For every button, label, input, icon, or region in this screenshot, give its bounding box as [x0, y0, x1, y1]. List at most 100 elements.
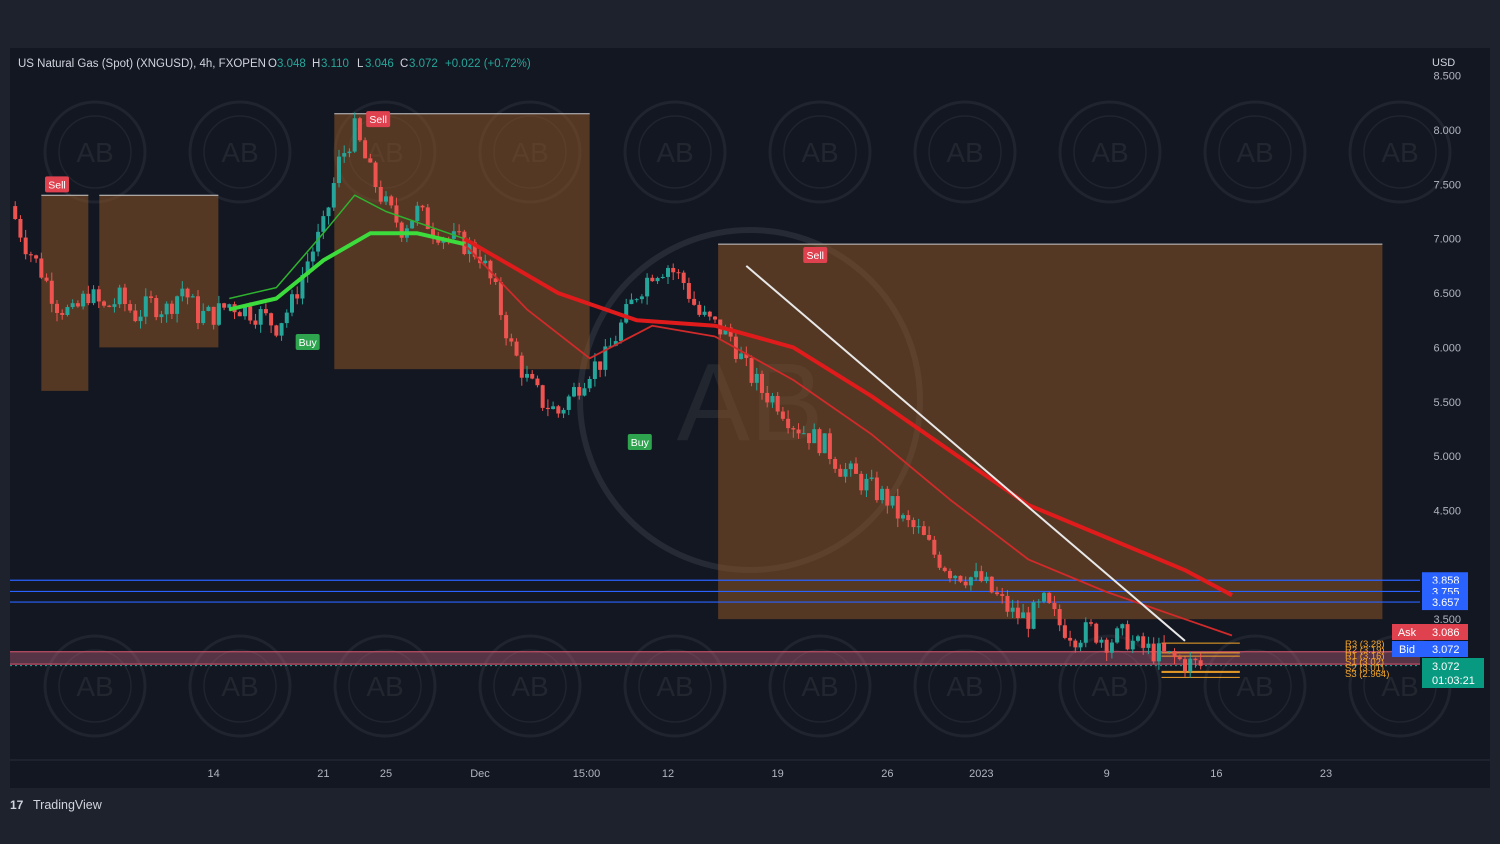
pivot-labels: R3 (3.28)R2 (3.19)R1 (3.16)S1 (3.02)S2 (…: [1345, 639, 1389, 680]
candle-body: [13, 206, 18, 220]
candle-body: [551, 406, 556, 410]
candle-body: [243, 306, 247, 317]
candle-body: [128, 304, 133, 311]
sell-signal-label: Sell: [366, 111, 391, 128]
candle-body: [389, 196, 394, 206]
candle-body: [1021, 612, 1026, 618]
tradingview-logo[interactable]: 17 TradingView: [10, 798, 103, 812]
pivot-label: S1 (3.02): [1345, 657, 1384, 668]
x-tick-label: 19: [772, 768, 784, 780]
signal-text: Sell: [48, 179, 66, 191]
candle-body: [885, 488, 890, 506]
bid-ask-band: [10, 651, 1420, 665]
watermark-text: AB: [656, 137, 693, 168]
candle-body: [692, 298, 697, 305]
x-tick-label: 25: [380, 768, 392, 780]
candle-body: [780, 411, 785, 419]
watermark-ring: [623, 100, 727, 204]
x-tick-label: 9: [1104, 768, 1110, 780]
signal-text: Sell: [369, 114, 387, 126]
ask-label: Ask: [1398, 627, 1417, 639]
candle-body: [180, 288, 185, 297]
ema-red-fast-line: [463, 243, 1233, 637]
candle-body: [895, 496, 900, 519]
candle-body: [864, 478, 869, 491]
candle-body: [1083, 622, 1088, 643]
candle-body: [592, 361, 597, 379]
signal-labels: Sell Sell Buy Buy Sell: [45, 111, 828, 450]
watermark-ring-inner: [203, 649, 277, 723]
candle-body: [363, 140, 368, 159]
watermark-ring: [623, 634, 727, 738]
candle-body: [384, 196, 388, 202]
candle-body: [55, 303, 59, 313]
candle-body: [284, 312, 289, 324]
trendline: [745, 265, 1186, 642]
candle-body: [514, 341, 519, 356]
watermark-ring-inner: [1073, 115, 1147, 189]
candle-body: [655, 278, 660, 282]
pivot-label: R1 (3.16): [1345, 651, 1385, 662]
x-tick-label: 26: [881, 768, 893, 780]
header-ohlc: O 3.048 H 3.110 L 3.046 C 3.072 +0.022 (…: [268, 58, 531, 70]
x-tick-label: 15:00: [573, 768, 601, 780]
x-tick-label: 12: [662, 768, 674, 780]
candle-body: [989, 576, 994, 593]
candle-body: [169, 303, 174, 314]
candle-body: [801, 433, 806, 435]
candle-body: [1198, 660, 1203, 666]
candle-body: [535, 378, 540, 386]
watermark-text: AB: [1236, 137, 1273, 168]
open-value: 3.048: [277, 58, 306, 70]
candle-body: [525, 373, 529, 378]
candle-body: [373, 162, 378, 188]
signal-badge: [627, 433, 652, 450]
candle-body: [1104, 639, 1109, 653]
candle-body: [676, 272, 681, 274]
currency-label: USD: [1432, 57, 1455, 69]
candle-body: [96, 289, 101, 302]
candle-body: [185, 288, 190, 298]
candle-body: [843, 469, 848, 477]
candle-body: [86, 293, 91, 304]
open-label: O: [268, 58, 277, 70]
candle-body: [248, 306, 253, 321]
watermark-text: AB: [656, 671, 693, 702]
candle-body: [467, 242, 472, 255]
low-label: L: [357, 58, 364, 70]
candle-body: [854, 463, 858, 474]
candle-body: [530, 373, 535, 379]
candle-body: [1073, 640, 1078, 648]
candle-body: [984, 576, 989, 582]
x-tick-label: 14: [208, 768, 220, 780]
y-tick-label: 8.500: [1433, 71, 1461, 83]
y-tick-label: 5.000: [1433, 451, 1461, 463]
candle-body: [1078, 642, 1083, 648]
watermark-ring: [188, 634, 292, 738]
watermark-ring: [913, 100, 1017, 204]
candle-body: [159, 314, 164, 318]
candle-body: [880, 488, 885, 501]
y-tick-label: 7.500: [1433, 179, 1461, 191]
candle-body: [1120, 624, 1125, 629]
buy-signal-label: Buy: [295, 333, 320, 350]
candle-body: [472, 242, 477, 257]
supply-zone-box: [41, 195, 89, 391]
signal-badge: [803, 247, 828, 264]
bid-value-bg: [1422, 641, 1468, 657]
watermark-ring: [1348, 100, 1452, 204]
candle-body: [848, 463, 853, 470]
candle-body: [1130, 640, 1135, 650]
candle-body: [697, 304, 702, 315]
supply-zone-box: [334, 113, 590, 370]
candle-body: [765, 392, 770, 403]
candle-body: [326, 207, 331, 217]
watermark-ring-inner: [493, 649, 567, 723]
tradingview-brand: TradingView: [33, 798, 103, 812]
candle-body: [357, 118, 362, 141]
candle-body: [1109, 642, 1114, 653]
candle-body: [812, 429, 817, 444]
candle-body: [149, 296, 153, 299]
watermark-text: AB: [511, 671, 548, 702]
